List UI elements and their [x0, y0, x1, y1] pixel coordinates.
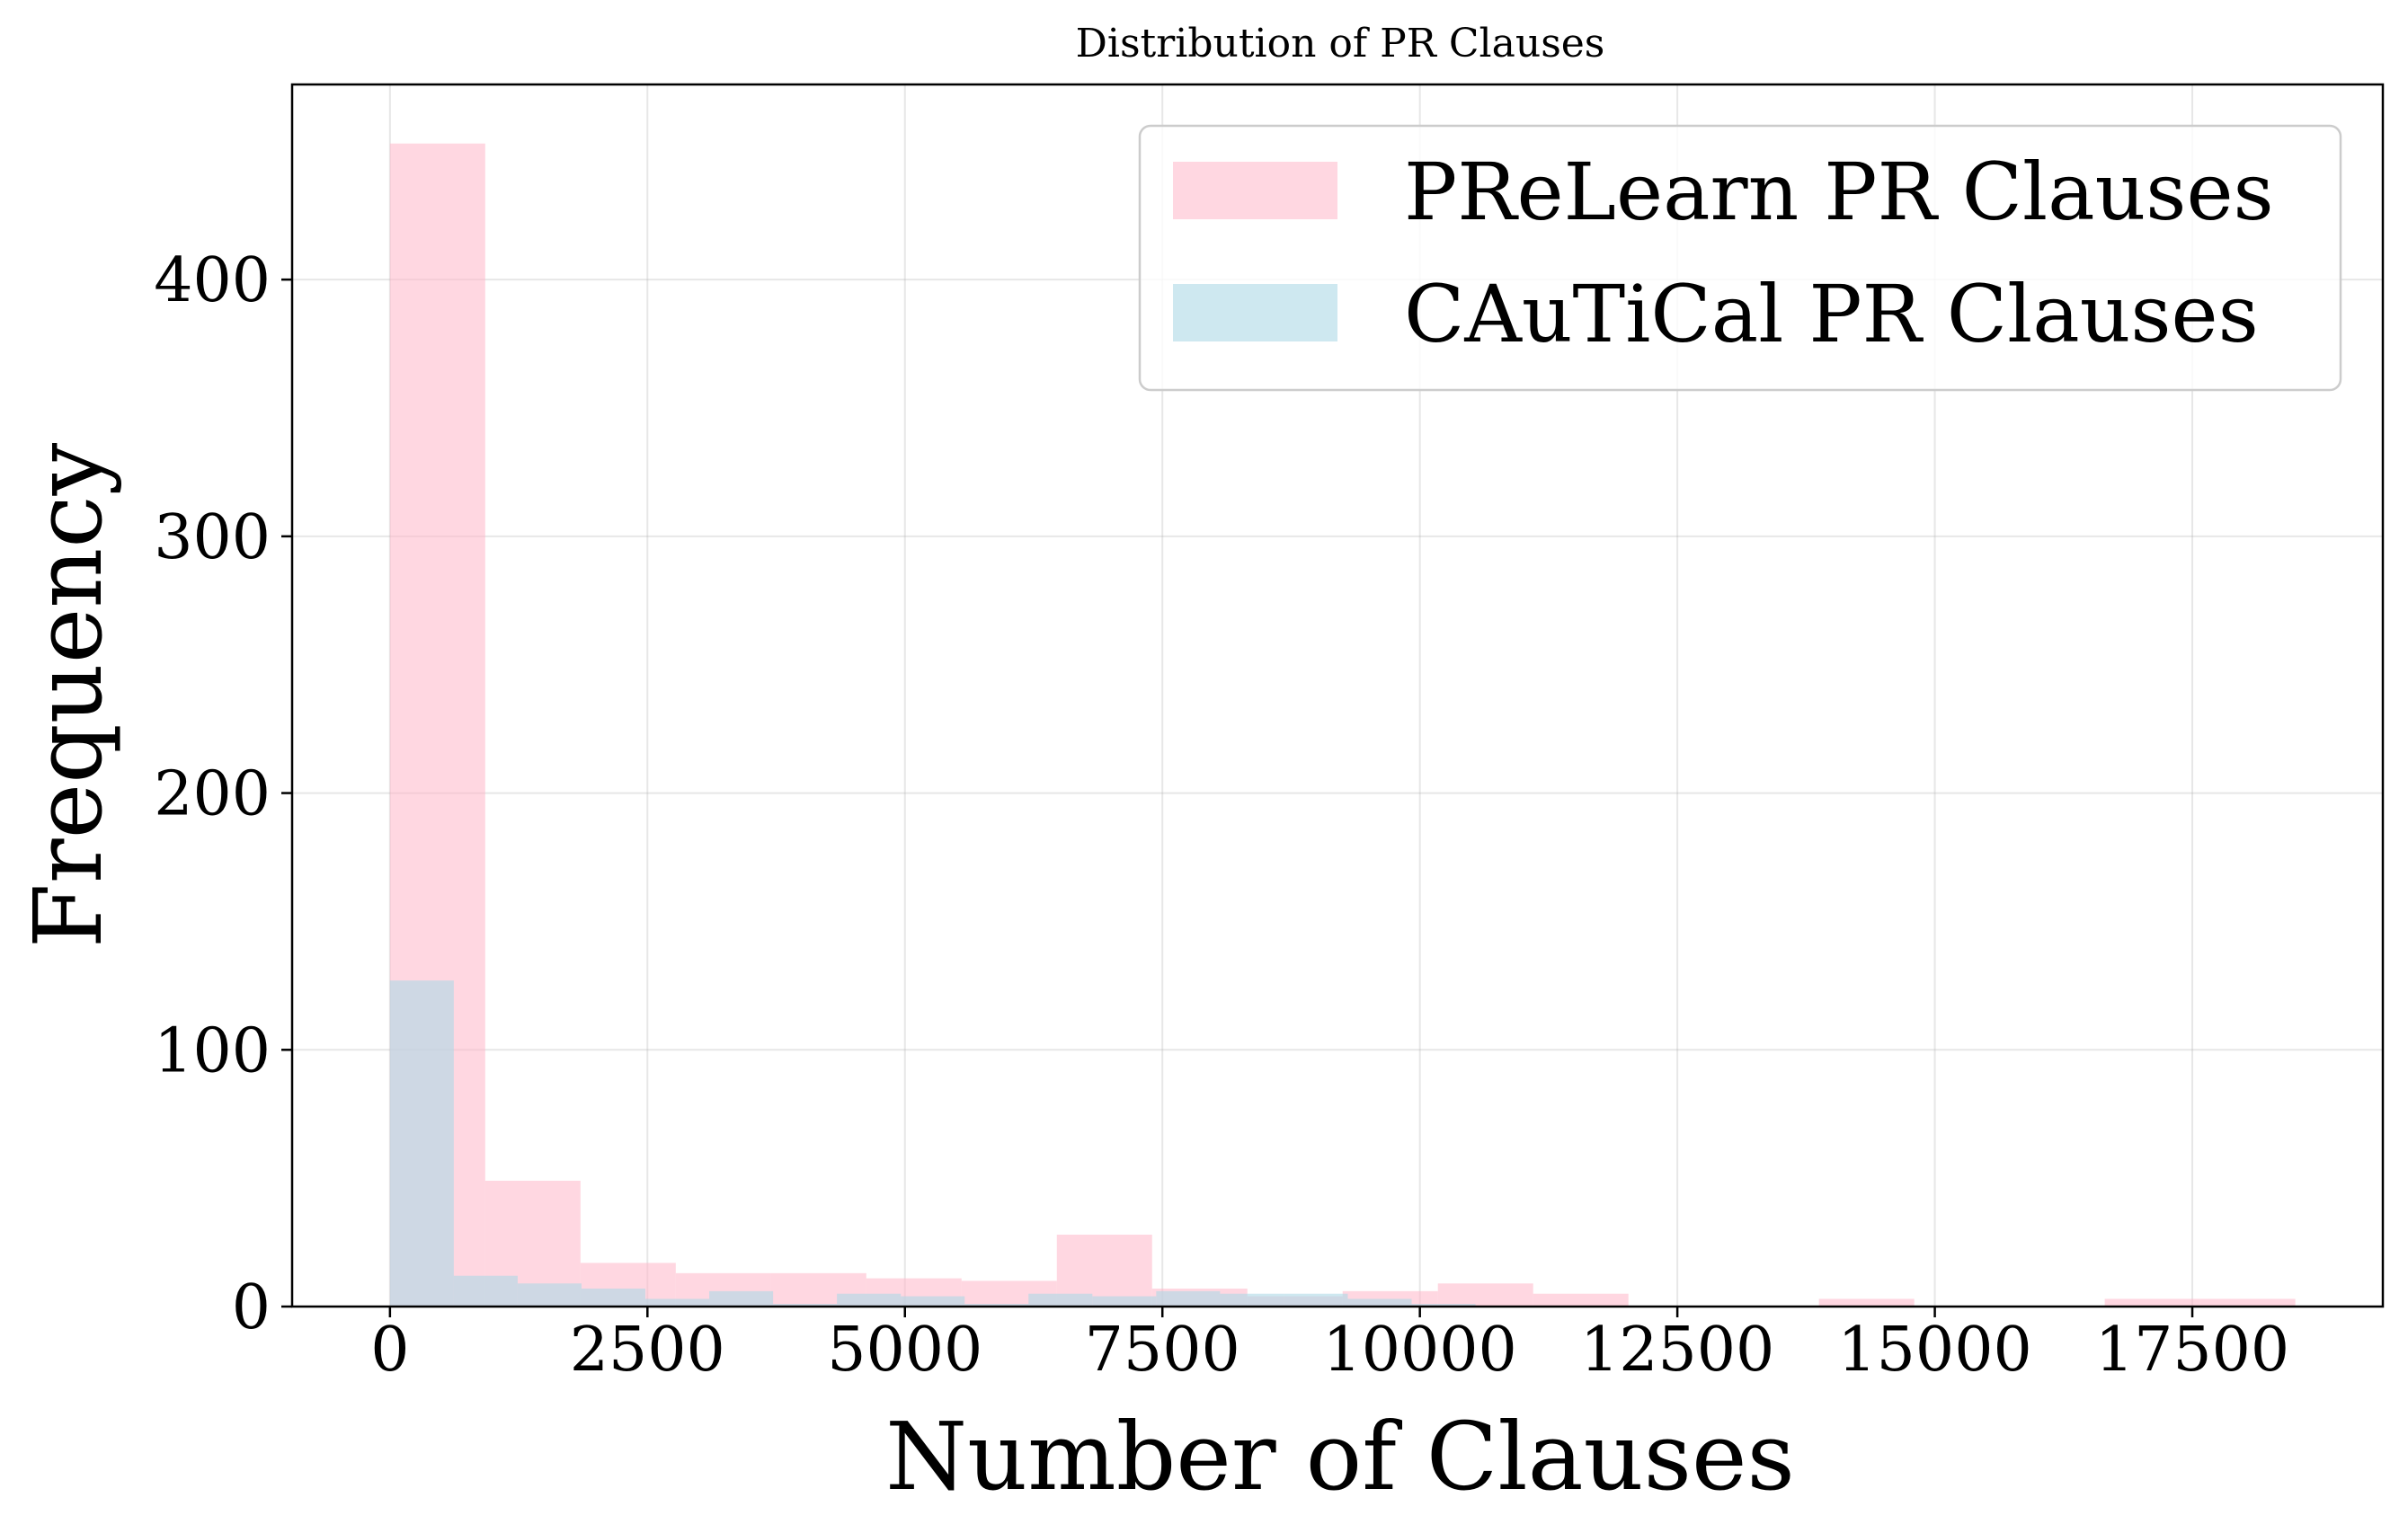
series-1-bars — [389, 980, 1476, 1307]
chart-title: Distribution of PR Clauses — [1076, 21, 1605, 66]
x-axis-ticks: 0 2500 5000 7500 10000 12500 15000 17500 — [370, 1307, 2289, 1386]
x-tick-label: 15000 — [1837, 1315, 2031, 1386]
histogram-bar — [2104, 1298, 2200, 1307]
histogram-bar — [1220, 1293, 1284, 1307]
histogram-bar — [1437, 1283, 1533, 1307]
histogram-bar — [2199, 1298, 2296, 1307]
histogram-bar — [645, 1298, 710, 1307]
histogram-bar — [837, 1293, 902, 1307]
histogram-bar — [901, 1296, 965, 1307]
histogram-bar — [389, 980, 454, 1307]
x-tick-label: 17500 — [2095, 1315, 2289, 1386]
y-axis-ticks: 0 100 200 300 400 — [154, 245, 292, 1343]
x-tick-label: 12500 — [1580, 1315, 1774, 1386]
y-axis-label: Frequency — [13, 443, 123, 949]
legend-box — [1138, 124, 2342, 392]
y-tick-label: 0 — [232, 1272, 271, 1343]
legend-swatch-prelearn — [1173, 162, 1337, 219]
histogram-bar — [1411, 1304, 1476, 1307]
plot-frame — [290, 83, 2385, 1308]
legend-label-prelearn: PReLearn PR Clauses — [1404, 146, 2274, 238]
histogram-bar — [581, 1289, 646, 1307]
y-tick-label: 300 — [154, 502, 271, 573]
histogram-bar — [517, 1283, 582, 1307]
x-axis-label: Number of Clauses — [885, 1402, 1795, 1511]
x-tick-label: 2500 — [570, 1315, 725, 1386]
histogram-bar — [1092, 1296, 1157, 1307]
y-tick-label: 400 — [154, 245, 271, 316]
histogram-bar — [1156, 1290, 1221, 1307]
histogram-bar — [773, 1304, 838, 1307]
histogram-bar — [964, 1304, 1029, 1307]
histogram-bar — [1284, 1293, 1348, 1307]
x-tick-label: 5000 — [827, 1315, 982, 1386]
y-tick-label: 100 — [154, 1015, 271, 1086]
histogram-bar — [1028, 1293, 1093, 1307]
legend-swatch-cautical — [1173, 284, 1337, 341]
histogram-bar — [1533, 1293, 1629, 1307]
histogram-bar — [709, 1290, 774, 1307]
x-tick-label: 7500 — [1085, 1315, 1240, 1386]
x-tick-label: 0 — [370, 1315, 409, 1386]
y-tick-label: 200 — [154, 759, 271, 830]
histogram-bar — [453, 1275, 518, 1307]
legend: PReLearn PR Clauses CAuTiCal PR Clauses — [1138, 124, 2342, 392]
histogram-bar — [1818, 1298, 1915, 1307]
histogram-bars — [389, 143, 2296, 1307]
legend-label-cautical: CAuTiCal PR Clauses — [1404, 268, 2259, 360]
histogram-bar — [1347, 1298, 1412, 1307]
x-tick-label: 10000 — [1323, 1315, 1517, 1386]
